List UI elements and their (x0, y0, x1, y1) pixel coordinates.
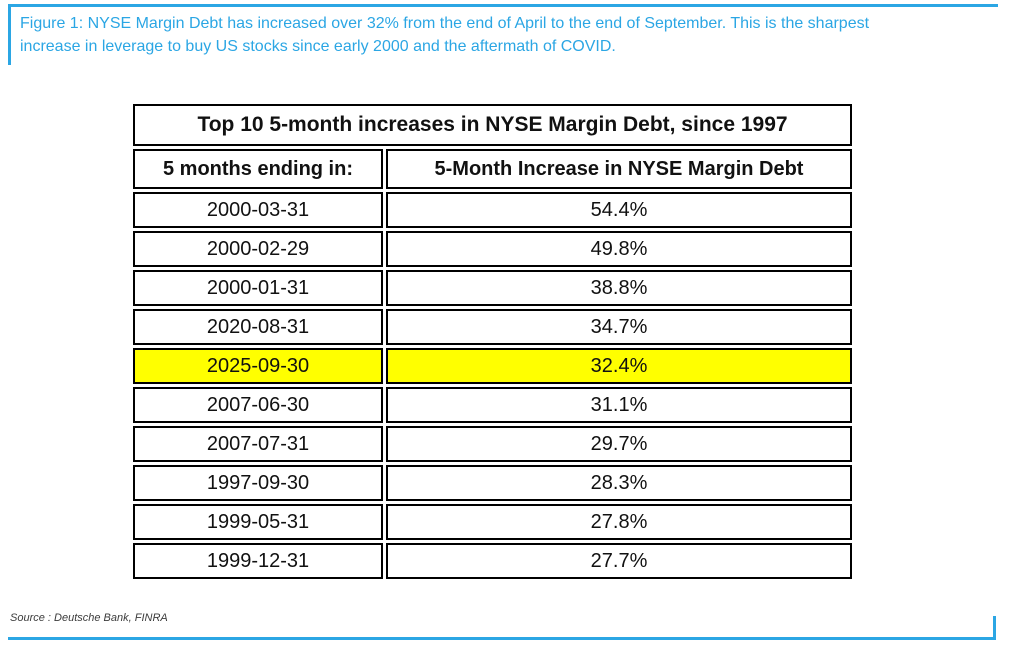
source-attribution: Source : Deutsche Bank, FINRA (10, 612, 168, 624)
table-row: 2007-07-31 29.7% (133, 426, 852, 462)
cell-date: 2007-06-30 (133, 387, 383, 423)
table-row: 1999-12-31 27.7% (133, 543, 852, 579)
cell-date: 2000-02-29 (133, 231, 383, 267)
margin-debt-table: Top 10 5-month increases in NYSE Margin … (130, 101, 855, 582)
table-row-highlighted: 2025-09-30 32.4% (133, 348, 852, 384)
table-row: 1999-05-31 27.8% (133, 504, 852, 540)
table-body: 2000-03-31 54.4% 2000-02-29 49.8% 2000-01-31… (133, 192, 852, 579)
cell-increase: 29.7% (386, 426, 852, 462)
table-header-row: 5 months ending in: 5-Month Increase in … (133, 149, 852, 189)
column-header-date: 5 months ending in: (133, 149, 383, 189)
bottom-right-tick (993, 616, 996, 639)
cell-increase: 27.8% (386, 504, 852, 540)
cell-date: 2000-01-31 (133, 270, 383, 306)
figure-caption-line-2: increase in leverage to buy US stocks si… (20, 38, 616, 55)
table-row: 1997-09-30 28.3% (133, 465, 852, 501)
cell-increase: 54.4% (386, 192, 852, 228)
cell-increase: 38.8% (386, 270, 852, 306)
cell-increase: 34.7% (386, 309, 852, 345)
table-row: 2000-01-31 38.8% (133, 270, 852, 306)
table-row: 2020-08-31 34.7% (133, 309, 852, 345)
bottom-accent-rule (8, 637, 996, 640)
cell-date: 2020-08-31 (133, 309, 383, 345)
cell-increase: 27.7% (386, 543, 852, 579)
column-header-increase: 5-Month Increase in NYSE Margin Debt (386, 149, 852, 189)
cell-date: 1999-05-31 (133, 504, 383, 540)
table-container: Top 10 5-month increases in NYSE Margin … (130, 101, 855, 582)
cell-increase: 32.4% (386, 348, 852, 384)
cell-date: 2025-09-30 (133, 348, 383, 384)
figure-caption-line-1: Figure 1: NYSE Margin Debt has increased… (20, 15, 870, 32)
table-row: 2000-03-31 54.4% (133, 192, 852, 228)
cell-increase: 28.3% (386, 465, 852, 501)
cell-date: 1997-09-30 (133, 465, 383, 501)
cell-increase: 31.1% (386, 387, 852, 423)
cell-date: 1999-12-31 (133, 543, 383, 579)
table-row: 2007-06-30 31.1% (133, 387, 852, 423)
top-accent-rule (8, 4, 998, 7)
figure-caption: Figure 1: NYSE Margin Debt has increased… (8, 7, 995, 65)
cell-date: 2000-03-31 (133, 192, 383, 228)
table-title: Top 10 5-month increases in NYSE Margin … (133, 104, 852, 146)
cell-date: 2007-07-31 (133, 426, 383, 462)
table-row: 2000-02-29 49.8% (133, 231, 852, 267)
cell-increase: 49.8% (386, 231, 852, 267)
table-title-row: Top 10 5-month increases in NYSE Margin … (133, 104, 852, 146)
